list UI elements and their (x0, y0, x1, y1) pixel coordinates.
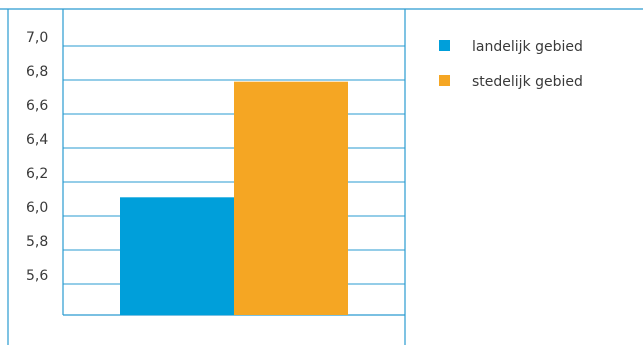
legend-label: landelijk gebied (472, 39, 583, 55)
y-tick-label: 6,6 (26, 98, 48, 114)
y-tick-label: 6,0 (26, 200, 48, 216)
legend: landelijk gebied stedelijk gebied (439, 39, 583, 90)
y-tick-label: 6,8 (26, 64, 48, 80)
y-axis-ticks: 5,6 5,8 6,0 6,2 6,4 6,6 6,8 7,0 (26, 30, 48, 284)
y-tick-label: 5,8 (26, 234, 48, 250)
y-tick-label: 5,6 (26, 268, 48, 284)
y-tick-label: 6,4 (26, 132, 48, 148)
legend-label: stedelijk gebied (472, 74, 583, 90)
bar-landelijk-gebied (120, 197, 234, 315)
bars (120, 81, 348, 315)
bar-stedelijk-gebied (234, 81, 348, 315)
y-tick-label: 6,2 (26, 166, 48, 182)
legend-swatch (439, 75, 450, 86)
y-tick-label: 7,0 (26, 30, 48, 46)
legend-swatch (439, 40, 450, 51)
